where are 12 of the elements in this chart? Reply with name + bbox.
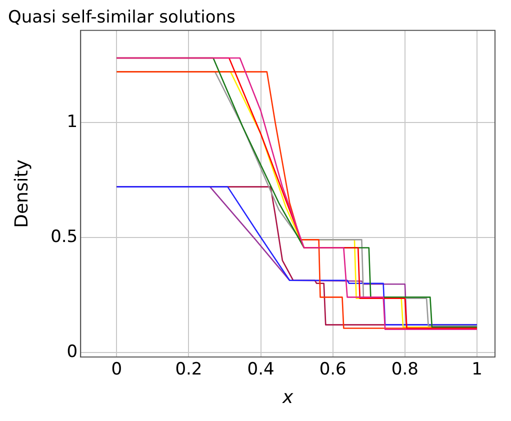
x-tick-label: 1 (472, 360, 482, 380)
y-tick-label: 0.5 (50, 226, 78, 247)
y-tick-label: 0 (66, 342, 78, 362)
x-tick-label: 0.6 (319, 360, 346, 380)
x-tick-label: 0.8 (391, 360, 418, 380)
x-tick-label: 0.4 (247, 360, 274, 380)
x-axis-title: x (281, 386, 294, 408)
y-axis-title: Density (11, 159, 32, 228)
x-tick-label: 0 (111, 360, 122, 380)
y-tick-label: 1 (66, 112, 78, 132)
x-tick-label: 0.2 (175, 360, 202, 380)
chart-title: Quasi self-similar solutions (8, 8, 236, 28)
